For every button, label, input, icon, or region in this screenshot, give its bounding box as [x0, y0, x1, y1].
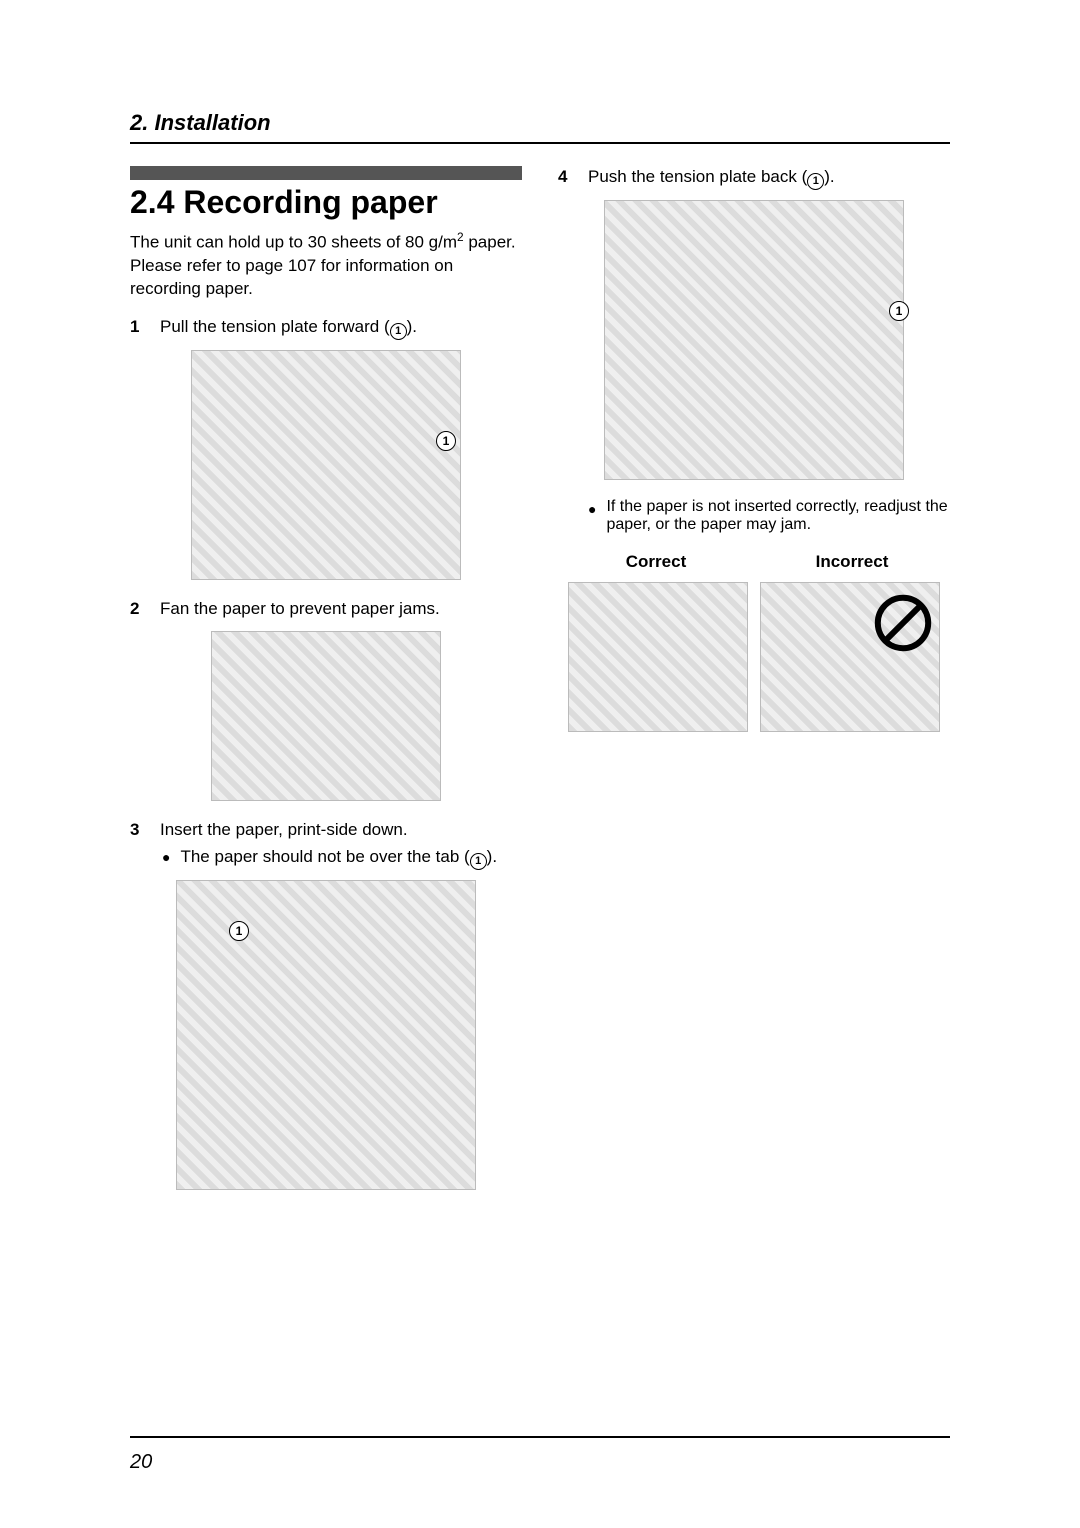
figure-4: 1: [604, 200, 904, 480]
compare-figures: [558, 582, 950, 732]
section-bar: [130, 166, 522, 180]
step-1-callout-icon: 1: [390, 323, 407, 340]
step-2-number: 2: [130, 598, 146, 621]
step-3-number: 3: [130, 819, 146, 870]
intro-line1a: The unit can hold up to 30 sheets of 80 …: [130, 233, 457, 252]
bullet-icon: ●: [588, 498, 596, 534]
intro-line1b: paper.: [464, 233, 516, 252]
step-3: 3 Insert the paper, print-side down. ● T…: [130, 819, 522, 870]
step-4-text-b: ).: [824, 167, 834, 186]
label-incorrect: Incorrect: [754, 552, 950, 572]
step-4-bullet: ● If the paper is not inserted correctly…: [558, 498, 950, 534]
figure-2: [211, 631, 441, 801]
left-column: 2.4 Recording paper The unit can hold up…: [130, 166, 522, 1208]
step-3-callout-icon: 1: [470, 853, 487, 870]
step-3-body: Insert the paper, print-side down. ● The…: [160, 819, 522, 870]
figure-4-wrap: 1: [558, 200, 950, 480]
figure-incorrect: [760, 582, 940, 732]
figure-1-callout: 1: [436, 431, 456, 451]
step-1-body: Pull the tension plate forward (1).: [160, 316, 522, 340]
step-1-number: 1: [130, 316, 146, 340]
section-title: 2.4 Recording paper: [130, 184, 522, 221]
figure-4-callout: 1: [889, 301, 909, 321]
right-column: 4 Push the tension plate back (1). 1 ● I…: [558, 166, 950, 1208]
step-1-text-a: Pull the tension plate forward (: [160, 317, 390, 336]
bullet-icon: ●: [162, 846, 170, 870]
figure-1-wrap: 1: [130, 350, 522, 580]
step-4-body: Push the tension plate back (1).: [588, 166, 950, 190]
step-2: 2 Fan the paper to prevent paper jams.: [130, 598, 522, 621]
intro-sup: 2: [457, 230, 464, 244]
compare-labels: Correct Incorrect: [558, 552, 950, 572]
intro-line2: Please refer to page 107 for information…: [130, 256, 453, 298]
step-4-bullet-text: If the paper is not inserted correctly, …: [606, 498, 950, 534]
prohibit-icon: [873, 593, 933, 653]
step-4-callout-icon: 1: [807, 173, 824, 190]
page-number: 20: [130, 1451, 152, 1474]
step-1-text-b: ).: [407, 317, 417, 336]
chapter-header: 2. Installation: [130, 110, 950, 144]
label-correct: Correct: [558, 552, 754, 572]
figure-3-callout: 1: [229, 921, 249, 941]
step-2-body: Fan the paper to prevent paper jams.: [160, 598, 522, 621]
step-4-number: 4: [558, 166, 574, 190]
figure-correct: [568, 582, 748, 732]
step-4-text-a: Push the tension plate back (: [588, 167, 807, 186]
intro-text: The unit can hold up to 30 sheets of 80 …: [130, 229, 522, 300]
two-column-layout: 2.4 Recording paper The unit can hold up…: [130, 166, 950, 1208]
figure-1: 1: [191, 350, 461, 580]
figure-2-wrap: [130, 631, 522, 801]
footer-rule: [130, 1436, 950, 1438]
step-3-bullet: ● The paper should not be over the tab (…: [160, 846, 522, 870]
figure-3-wrap: 1: [130, 880, 522, 1190]
step-2-text: Fan the paper to prevent paper jams.: [160, 599, 440, 618]
step-3-text: Insert the paper, print-side down.: [160, 820, 408, 839]
step-4: 4 Push the tension plate back (1).: [558, 166, 950, 190]
figure-3: 1: [176, 880, 476, 1190]
step-1: 1 Pull the tension plate forward (1).: [130, 316, 522, 340]
step-3-bullet-a: The paper should not be over the tab (: [180, 847, 469, 866]
step-3-bullet-b: ).: [487, 847, 497, 866]
